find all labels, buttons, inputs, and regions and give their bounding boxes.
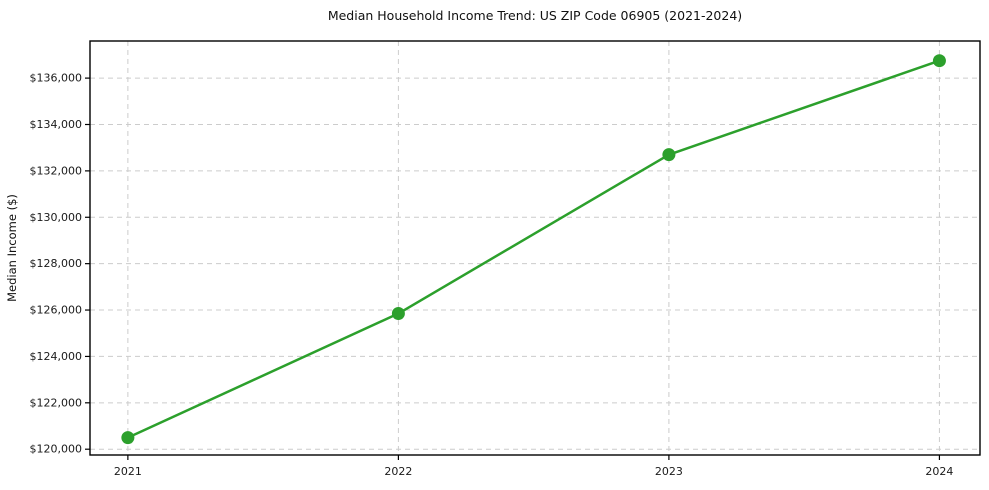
y-axis-title: Median Income ($) bbox=[5, 194, 19, 302]
y-tick-label: $130,000 bbox=[30, 211, 83, 224]
y-tick-label: $122,000 bbox=[30, 396, 83, 409]
y-tick-label: $128,000 bbox=[30, 257, 83, 270]
data-point-2021 bbox=[121, 431, 135, 445]
x-tick-label: 2024 bbox=[925, 465, 953, 478]
x-tick-label: 2022 bbox=[384, 465, 412, 478]
y-tick-label: $120,000 bbox=[30, 443, 83, 456]
data-point-2022 bbox=[391, 307, 405, 321]
y-tick-label: $136,000 bbox=[30, 72, 83, 85]
y-tick-label: $126,000 bbox=[30, 304, 83, 317]
y-tick-label: $124,000 bbox=[30, 350, 83, 363]
y-tick-label: $132,000 bbox=[30, 164, 83, 177]
x-tick-label: 2023 bbox=[655, 465, 683, 478]
chart-title: Median Household Income Trend: US ZIP Co… bbox=[328, 8, 742, 23]
data-point-2024 bbox=[932, 54, 946, 68]
data-point-2023 bbox=[662, 148, 676, 162]
income-trend-line bbox=[126, 59, 941, 439]
y-tick-label: $134,000 bbox=[30, 118, 83, 131]
plot-area: $120,000 $122,000 $124,000 $126,000 $128,000… bbox=[30, 40, 981, 478]
plot-border bbox=[89, 40, 981, 456]
x-tick-label: 2021 bbox=[114, 465, 142, 478]
